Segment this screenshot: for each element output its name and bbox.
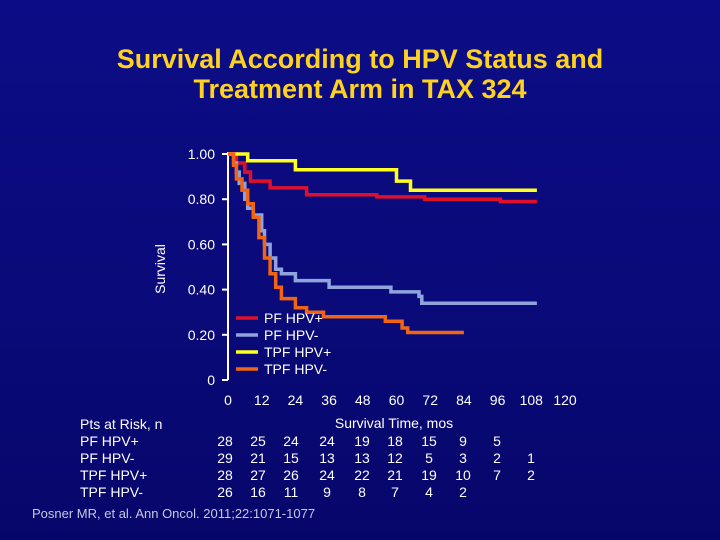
risk-cell: 28 xyxy=(217,433,233,449)
legend-label: PF HPV- xyxy=(264,327,319,343)
risk-cell: 10 xyxy=(455,467,471,483)
x-tick-label: 108 xyxy=(520,392,544,408)
risk-cell: 2 xyxy=(459,484,467,500)
x-tick-label: 36 xyxy=(321,392,337,408)
risk-cell: 19 xyxy=(421,467,437,483)
risk-row-label: PF HPV- xyxy=(80,450,135,466)
legend: PF HPV+PF HPV-TPF HPV+TPF HPV- xyxy=(236,310,331,377)
risk-cell: 25 xyxy=(250,433,266,449)
risk-cell: 4 xyxy=(425,484,433,500)
x-tick-label: 0 xyxy=(224,392,232,408)
x-tick-label: 60 xyxy=(389,392,405,408)
axes: 0 0.20 0.40 0.60 0.80 1.00 0 12 24 36 48 60 72 84 96 10… xyxy=(152,146,577,431)
y-tick-label: 1.00 xyxy=(188,146,215,162)
risk-cell: 8 xyxy=(358,484,366,500)
legend-label: TPF HPV+ xyxy=(264,344,331,360)
risk-cell: 5 xyxy=(425,450,433,466)
risk-cell: 16 xyxy=(250,484,266,500)
y-tick-label: 0.60 xyxy=(188,236,215,252)
risk-cell: 24 xyxy=(319,433,335,449)
x-axis-label: Survival Time, mos xyxy=(335,415,453,431)
series-line-tpf-hpv xyxy=(228,152,537,192)
risk-cell: 13 xyxy=(354,450,370,466)
x-tick-label: 96 xyxy=(490,392,506,408)
legend-label: TPF HPV- xyxy=(264,361,327,377)
title-line-1: Survival According to HPV Status and xyxy=(116,44,604,74)
risk-cell: 24 xyxy=(319,467,335,483)
x-tick-label: 48 xyxy=(355,392,371,408)
risk-cell: 26 xyxy=(217,484,233,500)
risk-cell: 9 xyxy=(459,433,467,449)
risk-cell: 26 xyxy=(283,467,299,483)
y-tick-label: 0.20 xyxy=(188,327,215,343)
y-tick-label: 0.40 xyxy=(188,282,215,298)
risk-cell: 1 xyxy=(527,450,535,466)
risk-cell: 22 xyxy=(354,467,370,483)
y-axis-label: Survival xyxy=(152,244,168,294)
risk-cell: 2 xyxy=(527,467,535,483)
risk-cell: 11 xyxy=(283,484,299,500)
risk-cell: 18 xyxy=(387,433,403,449)
citation: Posner MR, et al. Ann Oncol. 2011;22:107… xyxy=(32,506,316,521)
risk-cell: 27 xyxy=(250,467,266,483)
x-tick-label: 72 xyxy=(422,392,438,408)
risk-row-label: TPF HPV+ xyxy=(80,467,148,483)
x-tick-label: 84 xyxy=(456,392,472,408)
risk-cell: 21 xyxy=(387,467,403,483)
risk-row-label: TPF HPV- xyxy=(80,484,144,500)
x-tick-label: 12 xyxy=(254,392,270,408)
risk-cell: 13 xyxy=(319,450,335,466)
title-line-2: Treatment Arm in TAX 324 xyxy=(193,74,527,104)
risk-row-label: PF HPV+ xyxy=(80,433,139,449)
y-tick-label: 0 xyxy=(207,372,215,388)
series-line-tpf-hpv xyxy=(228,152,464,335)
risk-cell: 19 xyxy=(354,433,370,449)
legend-label: PF HPV+ xyxy=(264,310,323,326)
risk-cell: 21 xyxy=(250,450,266,466)
risk-cell: 2 xyxy=(493,450,501,466)
risk-cell: 9 xyxy=(323,484,331,500)
risk-cell: 24 xyxy=(283,433,299,449)
x-tick-label: 120 xyxy=(553,392,577,408)
risk-cell: 15 xyxy=(421,433,437,449)
risk-cell: 7 xyxy=(391,484,399,500)
series-lines xyxy=(228,152,537,335)
risk-cell: 28 xyxy=(217,467,233,483)
risk-cell: 3 xyxy=(459,450,467,466)
series-line-pf-hpv xyxy=(228,152,537,204)
risk-cell: 7 xyxy=(493,467,501,483)
risk-cell: 5 xyxy=(493,433,501,449)
x-tick-label: 24 xyxy=(288,392,304,408)
risk-cell: 29 xyxy=(217,450,233,466)
risk-cell: 15 xyxy=(283,450,299,466)
y-tick-label: 0.80 xyxy=(188,191,215,207)
risk-table-title: Pts at Risk, n xyxy=(80,416,163,432)
risk-cell: 12 xyxy=(387,450,403,466)
